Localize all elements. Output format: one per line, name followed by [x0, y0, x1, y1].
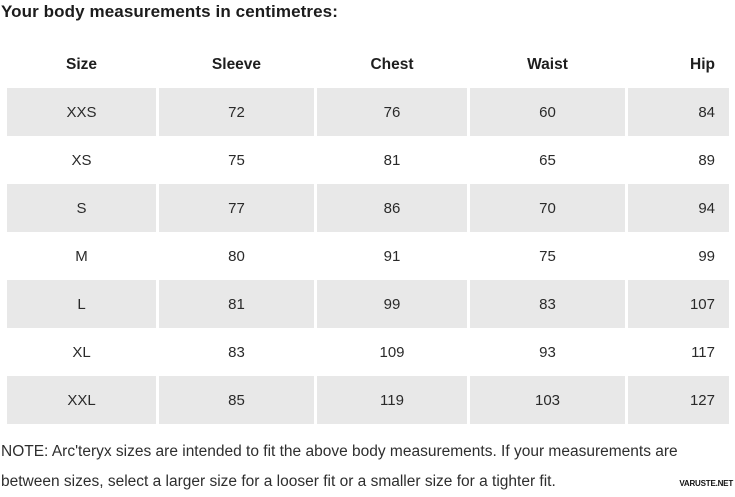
table-cell: S: [7, 184, 156, 232]
table-cell: 77: [159, 184, 314, 232]
table-cell: 80: [228, 247, 245, 265]
column-header-size: Size: [65, 56, 97, 73]
table-row: XXL 85 119 103 127: [7, 376, 729, 424]
column-header-hip: Hip: [690, 56, 715, 73]
table-row: S 77 86 70 94: [7, 184, 729, 232]
table-cell: 103: [470, 376, 625, 424]
watermark-text: VARUSTE.NET: [679, 479, 733, 488]
table-row: XXS 72 76 60 84: [7, 88, 729, 136]
table-cell: 84: [628, 88, 729, 136]
table-cell: 109: [379, 343, 405, 361]
table-cell: 99: [317, 280, 467, 328]
table-row: M 80 91 75 99: [7, 232, 729, 280]
table-row: XL 83 109 93 117: [7, 328, 729, 376]
table-cell: 91: [383, 247, 401, 265]
table-header-row: Size Sleeve Chest Waist Hip: [7, 42, 729, 88]
table-cell: 89: [698, 151, 715, 169]
page-title: Your body measurements in centimetres:: [1, 2, 338, 21]
table-cell: 99: [698, 247, 715, 265]
table-cell: 85: [159, 376, 314, 424]
table-cell: M: [75, 247, 88, 265]
column-header-chest: Chest: [370, 56, 414, 73]
table-cell: 107: [628, 280, 729, 328]
table-cell: 76: [317, 88, 467, 136]
table-cell: 72: [159, 88, 314, 136]
table-cell: 93: [539, 343, 556, 361]
table-cell: XL: [72, 343, 91, 361]
column-header-sleeve: Sleeve: [211, 56, 262, 73]
table-row: XS 75 81 65 89: [7, 136, 729, 184]
table-cell: XXS: [7, 88, 156, 136]
table-cell: 75: [539, 247, 556, 265]
table-cell: XXL: [7, 376, 156, 424]
size-chart-table: Size Sleeve Chest Waist Hip XXS 72 76 60 84 X…: [7, 42, 729, 424]
table-cell: 83: [470, 280, 625, 328]
table-cell: 70: [470, 184, 625, 232]
table-cell: L: [7, 280, 156, 328]
table-cell: 83: [228, 343, 245, 361]
table-cell: 127: [628, 376, 729, 424]
table-cell: 119: [317, 376, 467, 424]
table-cell: 86: [317, 184, 467, 232]
table-cell: XS: [71, 151, 92, 169]
table-row: L 81 99 83 107: [7, 280, 729, 328]
table-body: XXS 72 76 60 84 XS 75 81 65 89 S 77 86 70 94 M 80 91 75 99 L…: [7, 88, 729, 424]
note-text: NOTE: Arc'teryx sizes are intended to fi…: [1, 443, 678, 490]
table-cell: 117: [691, 343, 715, 361]
table-cell: 94: [628, 184, 729, 232]
table-cell: 75: [228, 151, 245, 169]
table-cell: 65: [539, 151, 556, 169]
table-cell: 81: [383, 151, 401, 169]
table-cell: 81: [159, 280, 314, 328]
column-header-waist: Waist: [527, 56, 568, 73]
table-cell: 60: [470, 88, 625, 136]
